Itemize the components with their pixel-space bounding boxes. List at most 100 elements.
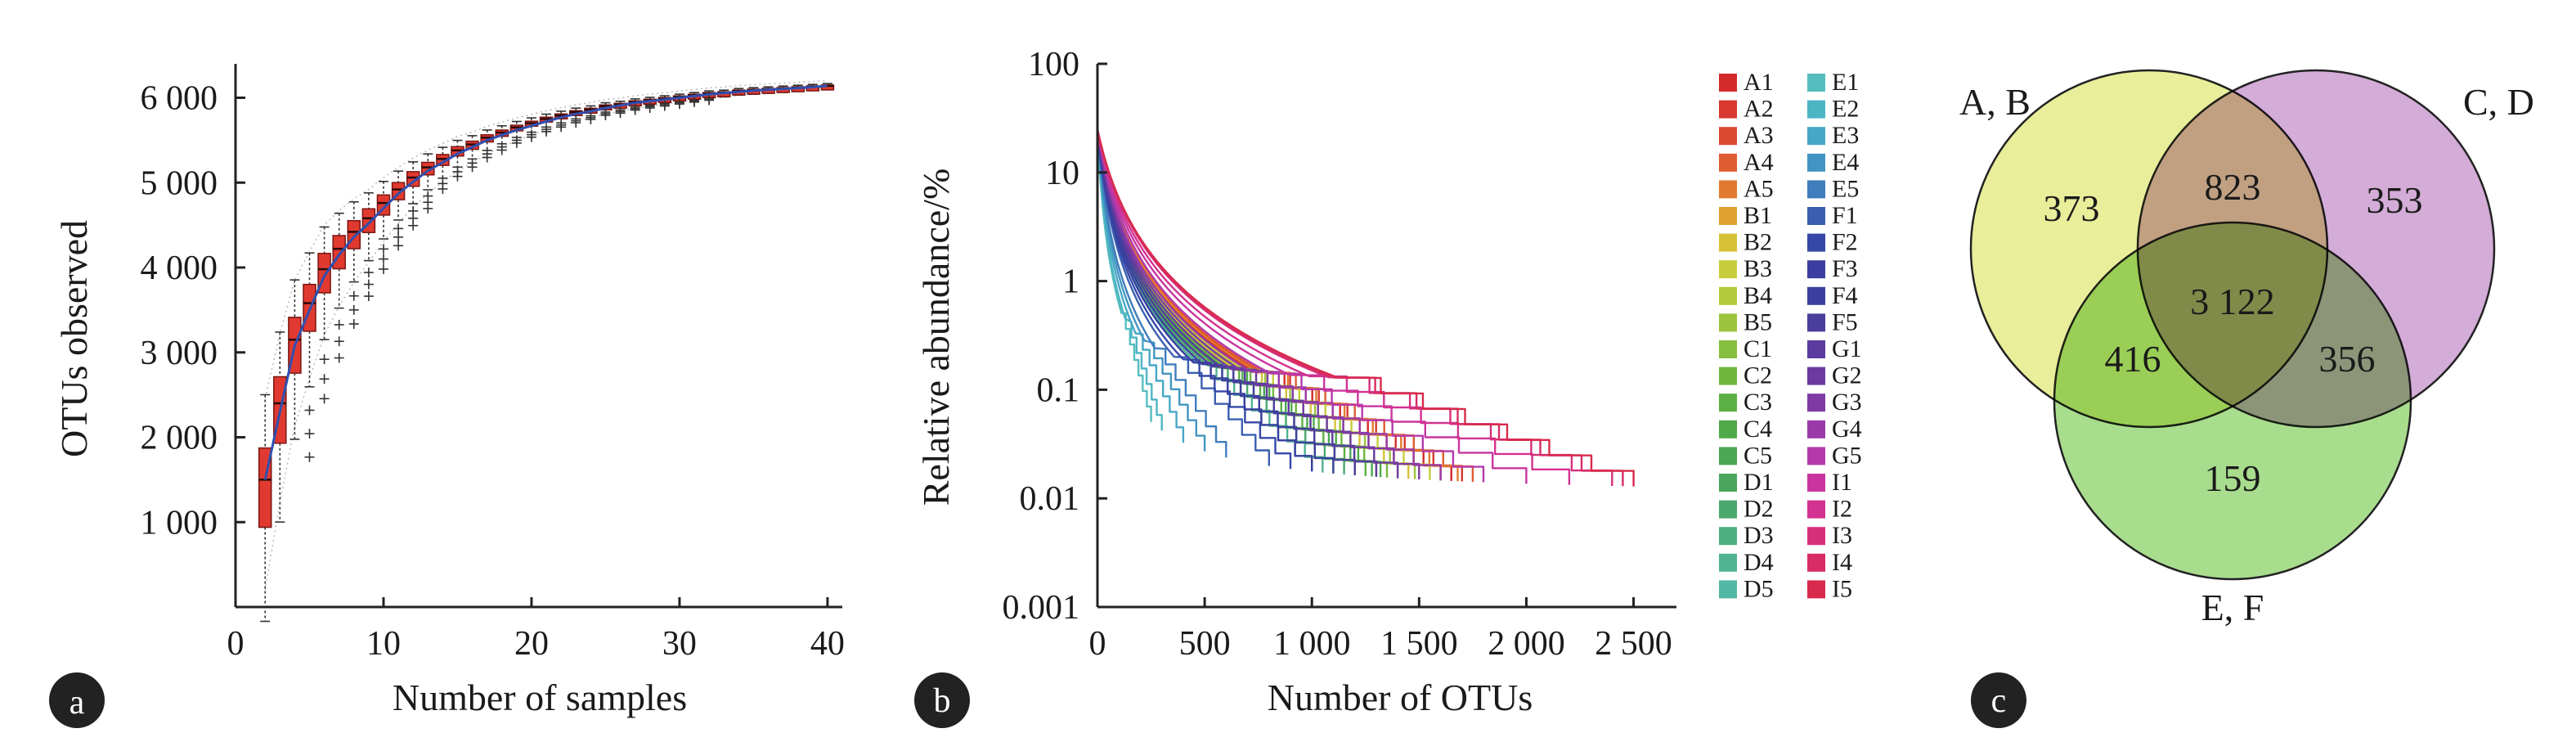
y-axis-label: Relative abundance/% [915,169,957,506]
legend-swatch [1807,233,1825,252]
venn-count-ef-only: 159 [2205,457,2261,499]
legend-label: A3 [1744,122,1774,149]
series-line [1096,128,1335,474]
legend-label: D1 [1744,469,1774,496]
venn-set-ef [2053,221,2412,581]
axes [1096,62,1676,609]
x-axis-label: Number of OTUs [1268,677,1533,718]
legend-label: D5 [1744,575,1774,602]
venn-count-cd-only: 353 [2367,179,2423,221]
legend-label: E5 [1832,175,1859,202]
legend-item: C2 [1719,362,1772,389]
legend-item: G1 [1807,335,1862,362]
series-line [1096,128,1382,478]
panel-badge [49,672,105,728]
series-line [1096,128,1399,479]
legend-item: G4 [1807,416,1862,443]
series-line [1096,128,1378,477]
box [347,219,361,250]
box [406,171,420,187]
envelope-upper [264,80,828,398]
legend-label: G3 [1832,389,1862,416]
boxplot [421,153,435,214]
legend-label: E2 [1832,96,1859,123]
legend-item: C3 [1719,389,1772,416]
boxplot [554,110,568,133]
boxplot [539,113,554,137]
legend-swatch [1719,500,1737,519]
legend-swatch [1719,447,1737,465]
legend-item: B5 [1719,308,1772,335]
legend-label: F2 [1832,229,1858,256]
y-tick-labels: 1 000 2 000 3 000 4 000 5 000 6 000 [141,80,218,542]
panel-badge [914,672,970,728]
legend-label: E3 [1832,122,1859,149]
legend-item: G5 [1807,442,1862,469]
legend-swatch [1807,447,1825,465]
legend-swatch [1807,500,1825,519]
y-tick-label: 100 [1028,46,1079,83]
rarefaction-envelope [264,80,828,591]
legend-item: C1 [1719,335,1772,362]
panel-badge-label: c [1991,682,2007,720]
legend-swatch [1719,74,1737,92]
legend-item: B4 [1719,282,1772,309]
x-tick-label: 1 000 [1273,625,1351,663]
x-tick-label: 10 [366,625,401,663]
legend-label: F1 [1832,202,1858,229]
panel-badge-label: a [70,684,85,722]
venn-count-ab-ef: 416 [2105,338,2161,380]
legend-item: E2 [1807,96,1859,123]
x-tick-label: 0 [227,625,245,663]
y-tick-label: 3 000 [141,335,218,372]
venn-circles [1969,69,2496,581]
legend-label: A5 [1744,175,1774,202]
legend-label: D2 [1744,496,1774,523]
y-tick-label: 6 000 [141,80,218,118]
y-tick-label: 4 000 [141,250,218,287]
boxplot [465,135,479,173]
x-tick-label: 2 500 [1595,625,1672,663]
series-line [1096,128,1410,479]
boxplot [495,124,509,155]
legend-item: G3 [1807,389,1862,416]
legend-item: D2 [1719,496,1774,523]
legend-swatch [1807,474,1825,492]
series-line [1096,128,1206,452]
series-line [1096,128,1313,472]
legend-swatch [1807,393,1825,412]
boxplot [568,107,583,128]
legend-label: I1 [1832,469,1852,496]
legend-label: I2 [1832,496,1852,523]
boxplot [347,200,361,329]
legend-swatch [1719,153,1737,172]
series-line [1096,128,1528,484]
series-line [1096,128,1635,487]
series-line [1096,128,1485,483]
panel-badge [1971,672,2026,728]
series-line [1096,128,1442,481]
panel-b: 0 500 1 000 1 500 2 000 2 500 0.001 0.01 0.1 1 10… [914,46,1862,728]
legend-swatch [1807,420,1825,438]
legend-label: B5 [1744,308,1772,335]
boxplot [361,191,376,302]
legend-swatch [1807,527,1825,546]
x-axis-label: Number of samples [393,677,687,718]
legend-label: G2 [1832,362,1862,389]
venn-set-label-cd: C, D [2463,81,2534,123]
legend-label: E4 [1832,149,1859,176]
legend-item: A2 [1719,96,1774,123]
legend-swatch [1719,127,1737,146]
x-tick-label: 1 500 [1380,625,1458,663]
legend-item: I3 [1807,522,1852,549]
legend-swatch [1719,313,1737,332]
legend-swatch [1807,340,1825,358]
legend-label: I5 [1832,575,1852,602]
legend-item: D3 [1719,522,1774,549]
legend-item: B3 [1719,255,1772,282]
boxplots [258,83,835,623]
legend-label: C4 [1744,416,1772,443]
series-line [1096,128,1270,466]
legend-label: I3 [1832,522,1852,549]
